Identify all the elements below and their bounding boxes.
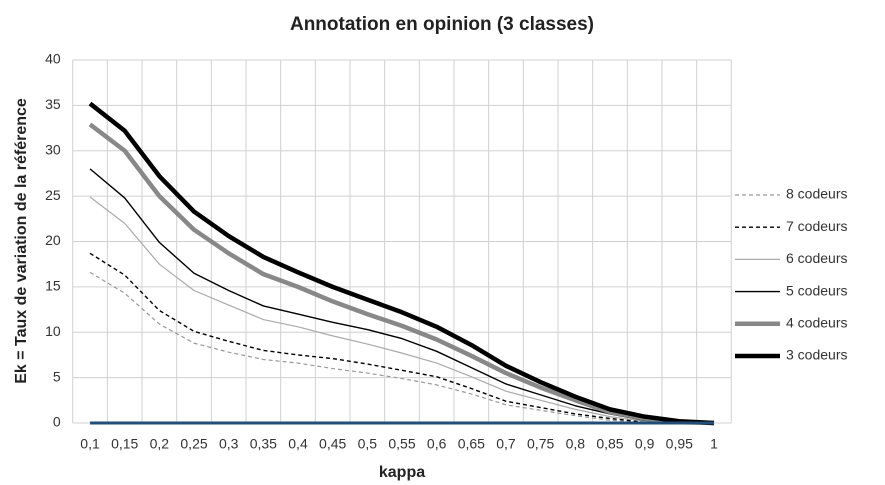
x-tick-label: 0,85: [596, 436, 623, 452]
y-tick-label: 40: [45, 51, 61, 67]
x-tick-label: 0,3: [219, 436, 239, 452]
y-axis-title: Ek = Taux de variation de la référence: [13, 98, 30, 384]
x-tick-label: 0,65: [458, 436, 485, 452]
series-line: [88, 122, 715, 426]
x-tick-label: 0,75: [527, 436, 554, 452]
legend-label: 5 codeurs: [786, 282, 847, 298]
x-tick-label: 0,2: [150, 436, 170, 452]
legend-label: 6 codeurs: [786, 250, 847, 266]
x-tick-label: 0,7: [496, 436, 516, 452]
legend-label: 8 codeurs: [786, 186, 847, 202]
legend-label: 4 codeurs: [786, 315, 847, 331]
series-line: [89, 196, 714, 424]
series-line: [89, 271, 714, 424]
y-tick-label: 20: [45, 232, 61, 248]
x-tick-label: 0,25: [180, 436, 207, 452]
x-tick-label: 1: [710, 436, 718, 452]
legend-label: 3 codeurs: [786, 347, 847, 363]
y-tick-label: 10: [45, 323, 61, 339]
y-tick-label: 25: [45, 187, 61, 203]
x-tick-label: 0,4: [288, 436, 308, 452]
y-tick-label: 5: [53, 368, 61, 384]
x-tick-label: 0,55: [388, 436, 415, 452]
y-tick-label: 35: [45, 96, 61, 112]
legend-label: 7 codeurs: [786, 218, 847, 234]
x-tick-label: 0,1: [80, 436, 100, 452]
x-tick-label: 0,35: [250, 436, 277, 452]
x-tick-label: 0,45: [319, 436, 346, 452]
x-tick-label: 0,6: [427, 436, 447, 452]
chart-title: Annotation en opinion (3 classes): [290, 14, 594, 35]
y-tick-label: 30: [45, 141, 61, 157]
y-tick-label: 15: [45, 278, 61, 294]
series-line: [89, 168, 714, 424]
x-axis-title: kappa: [379, 464, 425, 481]
x-tick-label: 0,5: [358, 436, 378, 452]
series-line: [88, 101, 715, 426]
x-tick-label: 0,15: [111, 436, 138, 452]
x-tick-label: 0,8: [566, 436, 586, 452]
x-tick-label: 0,9: [635, 436, 655, 452]
x-tick-label: 0,95: [666, 436, 693, 452]
y-tick-label: 0: [53, 414, 61, 430]
